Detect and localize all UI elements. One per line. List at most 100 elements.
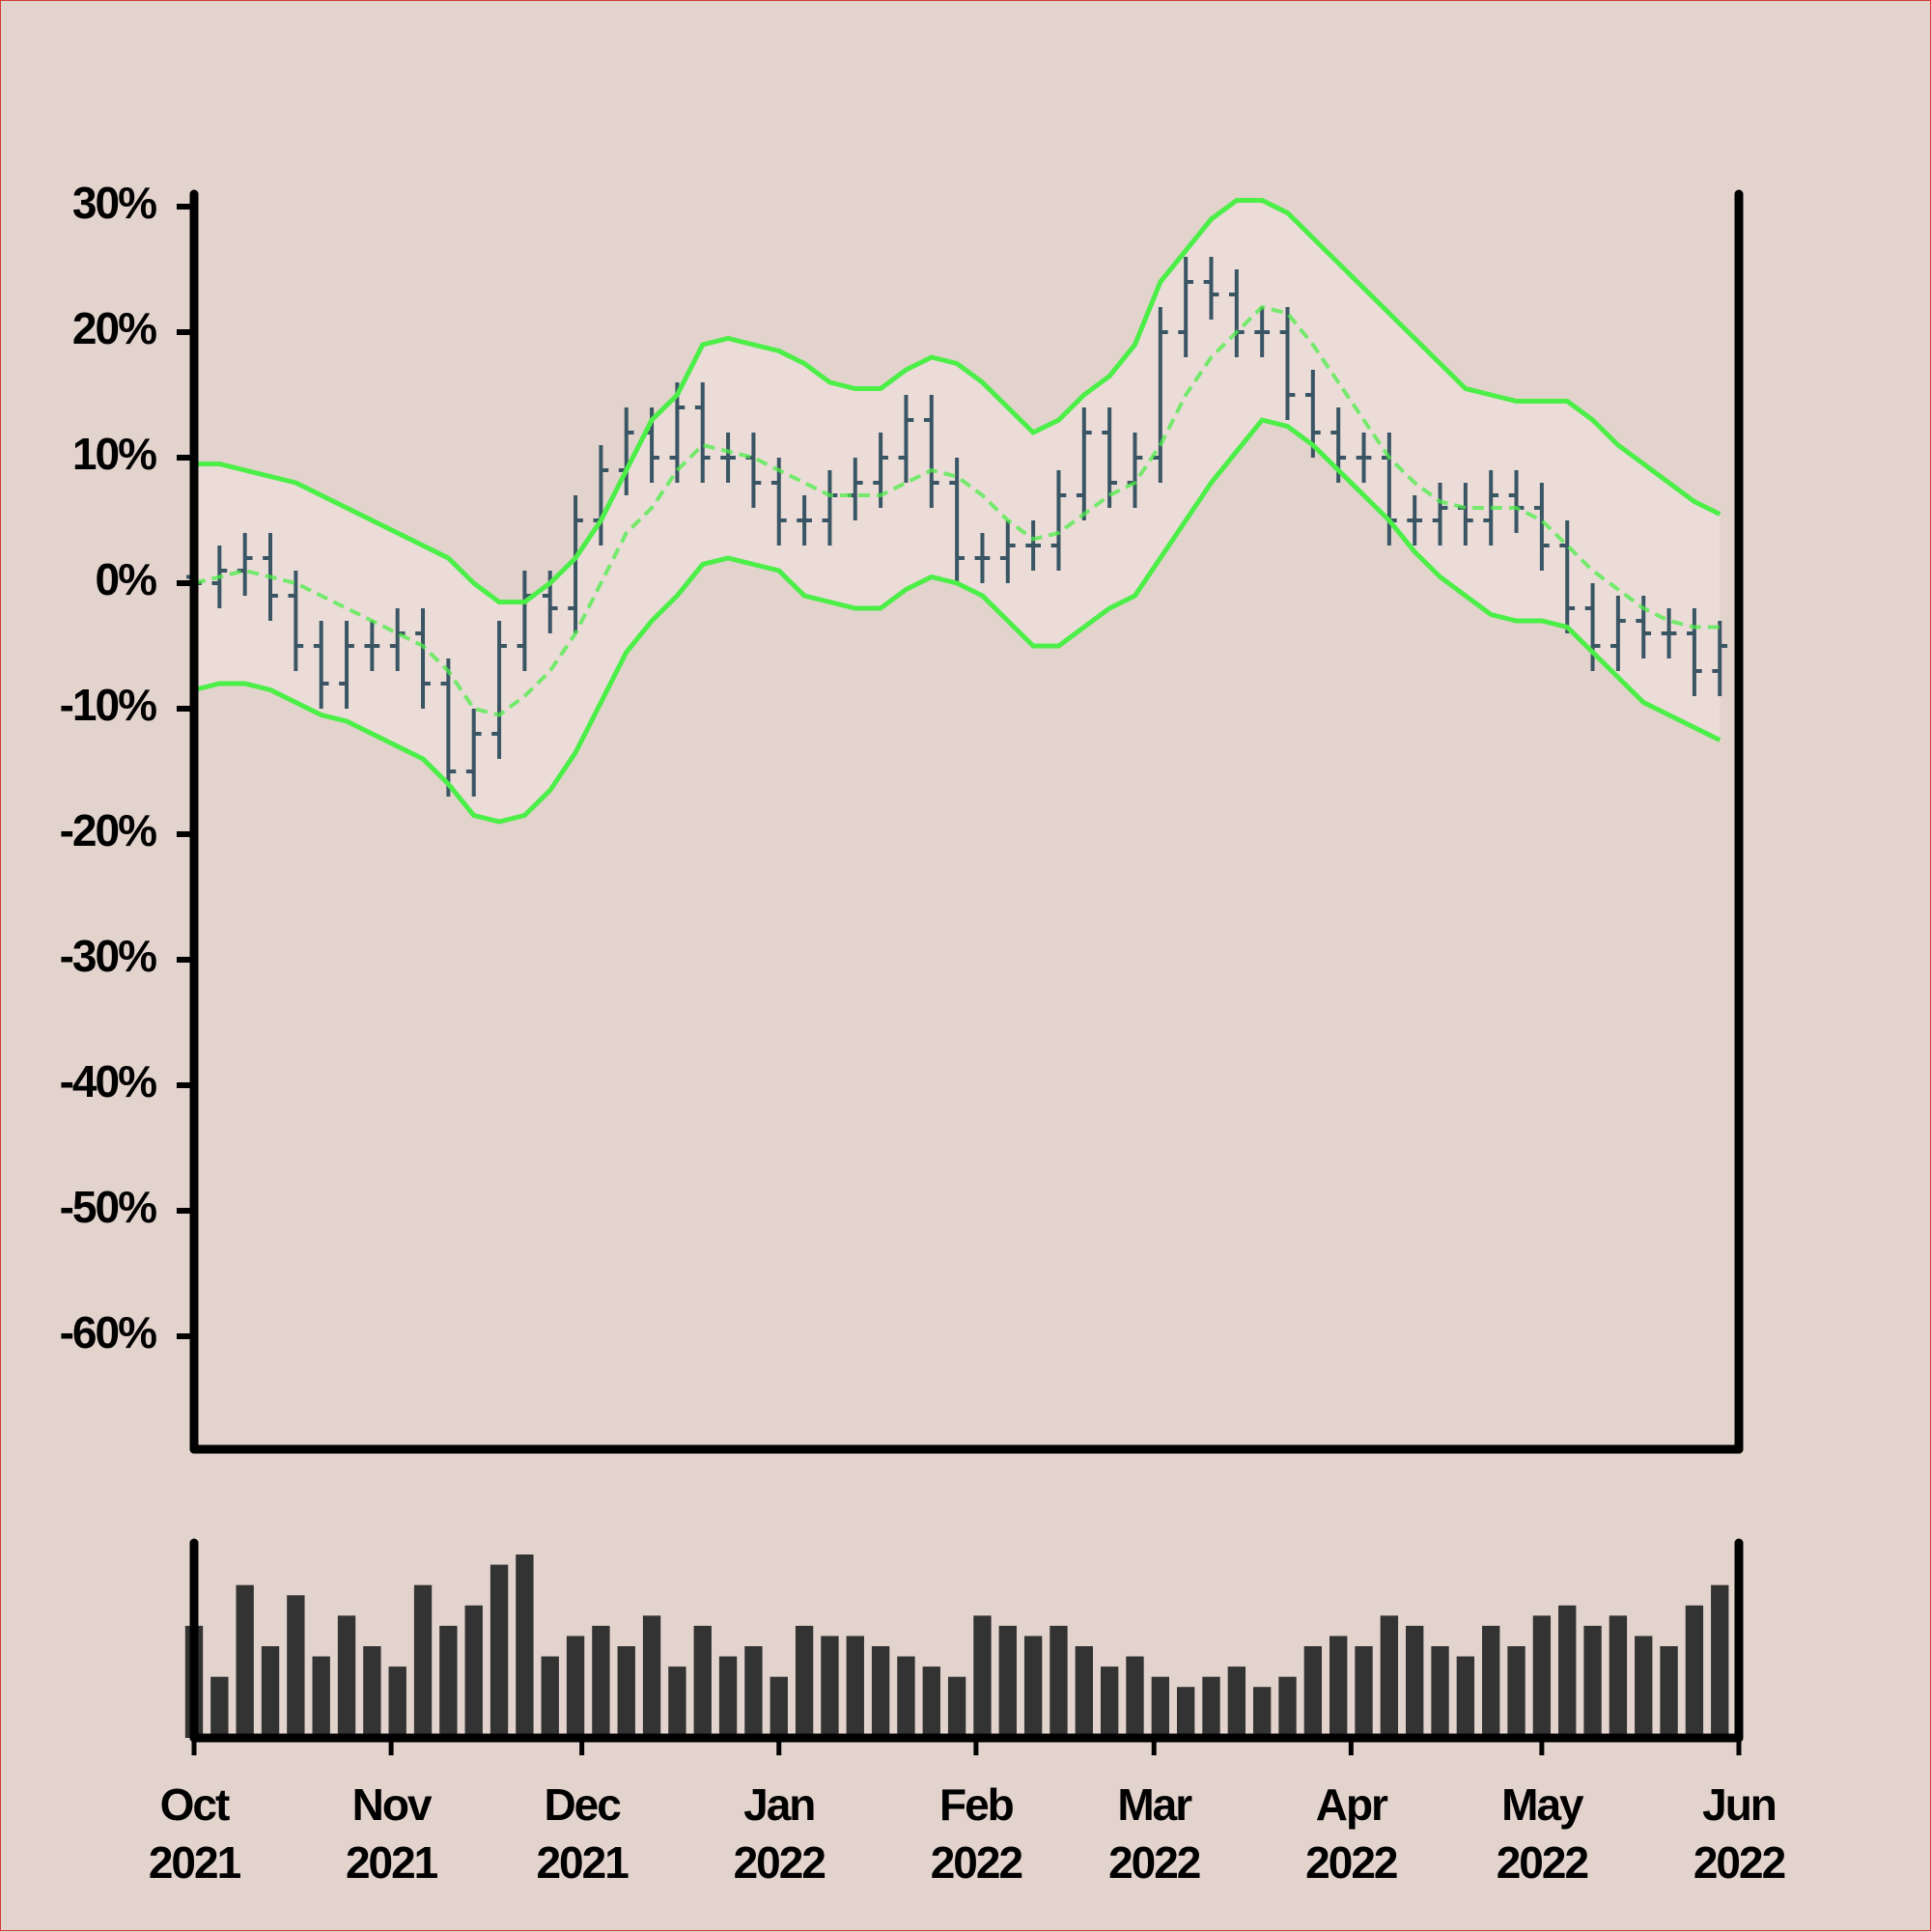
y-tick-label: -60% [60,1307,156,1358]
ohlc-bar [797,495,812,546]
band-upper [194,198,1721,604]
volume-bar [846,1636,864,1738]
volume-bar [210,1676,229,1738]
volume-bar [1126,1656,1144,1738]
ohlc-bar [1102,407,1118,508]
ohlc-bar [720,433,736,483]
ohlc-bar [440,658,457,797]
volume-bar [490,1564,509,1738]
volume-bar [1355,1646,1373,1738]
volume-bar [693,1625,712,1738]
y-tick-label: -10% [60,680,156,730]
volume-bar [1023,1636,1043,1738]
ohlc-bar [1712,621,1728,696]
volume-bar [1049,1625,1068,1738]
volume-bar [617,1646,635,1738]
volume-bar [287,1595,305,1738]
volume-bar [871,1646,890,1738]
ohlc-bar [1534,483,1550,571]
ohlc-bar [568,495,583,633]
ohlc-bar [1356,433,1372,483]
x-tick-label: Apr 2022 [1305,1779,1398,1888]
x-tick-label: Oct 2021 [148,1779,241,1888]
volume-bar [592,1625,610,1738]
volume-bar [770,1676,788,1738]
volume-bar [1609,1615,1628,1738]
ohlc-bar [313,621,329,709]
ohlc-bar [669,382,686,483]
volume-bar [1482,1625,1500,1738]
ohlc-bar [1432,483,1448,546]
ohlc-bar [898,395,914,483]
volume-bar [541,1656,559,1738]
volume-bar [1583,1625,1602,1738]
volume-bar [1558,1605,1577,1738]
y-tick-label: 30% [72,178,156,228]
volume-bar [668,1666,686,1738]
x-tick-label: May 2022 [1496,1779,1589,1888]
y-tick-label: -20% [60,805,156,855]
x-tick-label: Jan 2022 [733,1779,826,1888]
ohlc-bar [974,533,991,583]
volume-bar [795,1625,814,1738]
ohlc-bar [465,709,482,797]
volume-bar [998,1625,1017,1738]
volume-bar [566,1636,585,1738]
volume-bar [744,1646,763,1738]
ohlc-bar [923,395,939,508]
volume-bar [642,1615,661,1738]
ohlc-bar [1203,257,1219,320]
volume-bar [1685,1605,1704,1738]
volume-bar [363,1646,381,1738]
volume-bar [1532,1615,1552,1738]
x-tick-label: Feb 2022 [930,1779,1023,1888]
volume-bar [1711,1584,1729,1738]
ohlc-bar [1279,307,1296,420]
volume-bar [973,1615,992,1738]
ohlc-bar [1584,583,1601,671]
ohlc-bar [1050,470,1067,571]
volume-bar [261,1646,280,1738]
volume-bar [464,1605,483,1738]
y-tick-label: -40% [60,1056,156,1106]
volume-bar [947,1676,966,1738]
volume-bar [439,1625,458,1738]
volume-bar [1151,1676,1170,1738]
volume-bar [821,1636,839,1738]
volume-bar [337,1615,356,1738]
volume-bar [1227,1666,1246,1738]
ohlc-bar [949,458,965,583]
x-tick-label: Mar 2022 [1108,1779,1201,1888]
ohlc-bar [1661,608,1677,658]
volume-bar [1252,1687,1272,1738]
ohlc-bar [999,520,1016,583]
ohlc-bar [694,382,711,483]
volume-bar [1507,1646,1525,1738]
x-tick-label: Dec 2021 [536,1779,629,1888]
volume-bar [1202,1676,1220,1738]
volume-bar [1303,1646,1323,1738]
ohlc-bar [1178,257,1194,357]
ohlc-bar [415,608,431,709]
ohlc-bar [288,571,304,671]
volume-bar [922,1666,940,1738]
volume-bar [1456,1656,1475,1738]
ohlc-bar [339,621,354,709]
ohlc-bar [1407,495,1423,546]
volume-bar [1660,1646,1678,1738]
volume-bar [1278,1676,1297,1738]
band-middle [193,304,1721,717]
volume-bar [236,1584,254,1738]
ohlc-bar [1687,608,1702,696]
volume-bar [1406,1625,1424,1738]
ohlc-bar [1025,520,1042,571]
volume-bar [1380,1615,1399,1738]
ohlc-bar [364,621,380,671]
x-tick-label: Nov 2021 [345,1779,438,1888]
y-tick-label: -30% [60,931,156,981]
volume-bar [1329,1636,1348,1738]
ohlc-bar [1254,307,1271,357]
volume-bar [718,1656,738,1738]
